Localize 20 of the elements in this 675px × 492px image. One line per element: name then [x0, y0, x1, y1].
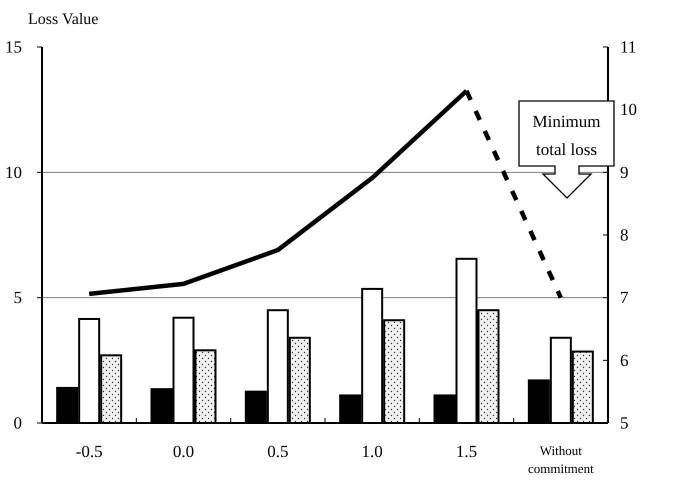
y2-tick-label: 9 — [620, 162, 628, 182]
y2-tick-label: 10 — [620, 100, 637, 120]
x-tick-label: -0.5 — [76, 442, 103, 461]
x-tick-label: 1.5 — [456, 442, 478, 461]
y-tick-label: 0 — [14, 413, 22, 432]
y-tick-label: 15 — [5, 37, 22, 56]
y2-tick-label: 5 — [620, 413, 628, 432]
y2-tick-label: 6 — [620, 350, 628, 370]
x-tick-label: 0.0 — [172, 442, 194, 461]
y-axis-title: Loss Value — [28, 11, 98, 28]
y2-tick-label: 8 — [620, 225, 628, 244]
annotation: Minimum total loss — [532, 112, 601, 159]
y-tick-label: 5 — [14, 288, 22, 308]
y-tick-label: 10 — [5, 162, 22, 182]
y2-tick-label: 7 — [620, 288, 629, 308]
y2-tick-label: 11 — [620, 37, 636, 56]
x-tick-label: Without commitment — [528, 443, 594, 476]
callout-arrow: Minimum total loss — [518, 100, 615, 199]
x-tick-label: 1.0 — [362, 442, 383, 461]
x-tick-label: 0.5 — [267, 442, 288, 461]
